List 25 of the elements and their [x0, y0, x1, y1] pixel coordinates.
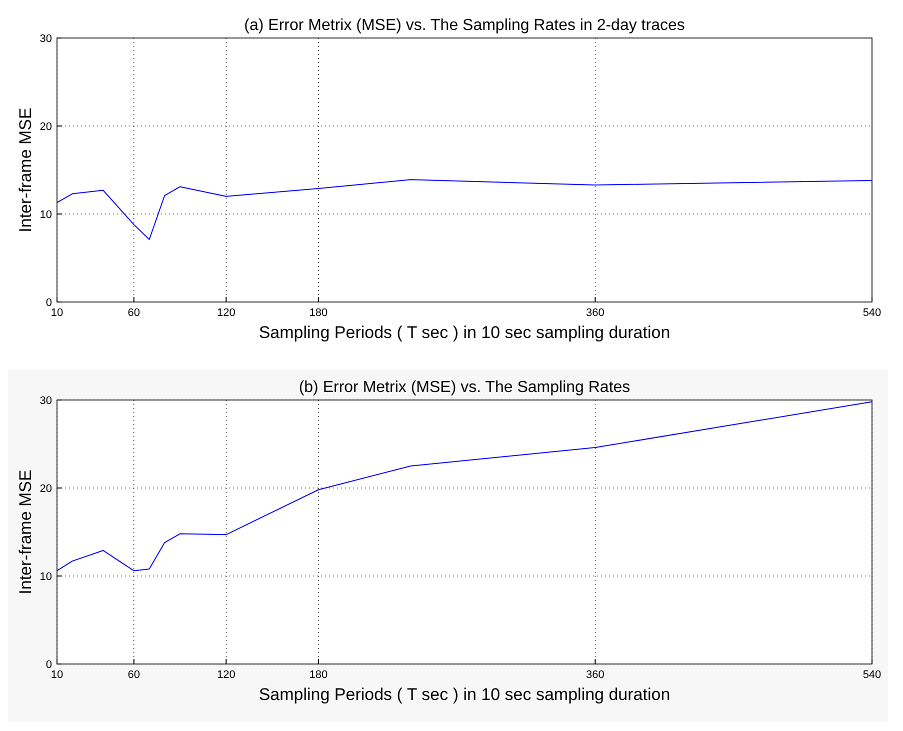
x-tick-label: 60 — [128, 669, 140, 681]
y-axis-title: Inter-frame MSE — [16, 470, 35, 594]
chart-title: (a) Error Metrix (MSE) vs. The Sampling Rates in 2-day traces — [244, 17, 685, 34]
y-tick-label: 0 — [46, 297, 52, 309]
y-tick-label: 10 — [40, 571, 52, 583]
x-tick-label: 360 — [586, 307, 604, 319]
y-tick-label: 20 — [40, 121, 52, 133]
x-axis-title: Sampling Periods ( T sec ) in 10 sec sampling duration — [258, 685, 670, 704]
x-tick-label: 540 — [862, 669, 882, 681]
x-tick-label: 60 — [128, 307, 140, 319]
y-tick-label: 20 — [40, 483, 52, 495]
y-tick-label: 10 — [40, 209, 52, 221]
x-tick-label: 540 — [862, 307, 882, 319]
x-tick-label: 180 — [309, 669, 328, 681]
y-tick-label: 30 — [40, 33, 52, 45]
x-tick-label: 120 — [216, 307, 236, 319]
x-tick-label: 360 — [586, 669, 604, 681]
line-series — [56, 179, 872, 240]
y-axis-title: Inter-frame MSE — [16, 108, 35, 232]
chart-title: (b) Error Metrix (MSE) vs. The Sampling Rates — [298, 379, 630, 396]
y-tick-label: 30 — [40, 395, 52, 407]
x-tick-label: 180 — [309, 307, 328, 319]
x-tick-label: 120 — [216, 669, 236, 681]
y-tick-label: 0 — [46, 659, 52, 671]
x-axis-title: Sampling Periods ( T sec ) in 10 sec sampling duration — [258, 323, 670, 342]
